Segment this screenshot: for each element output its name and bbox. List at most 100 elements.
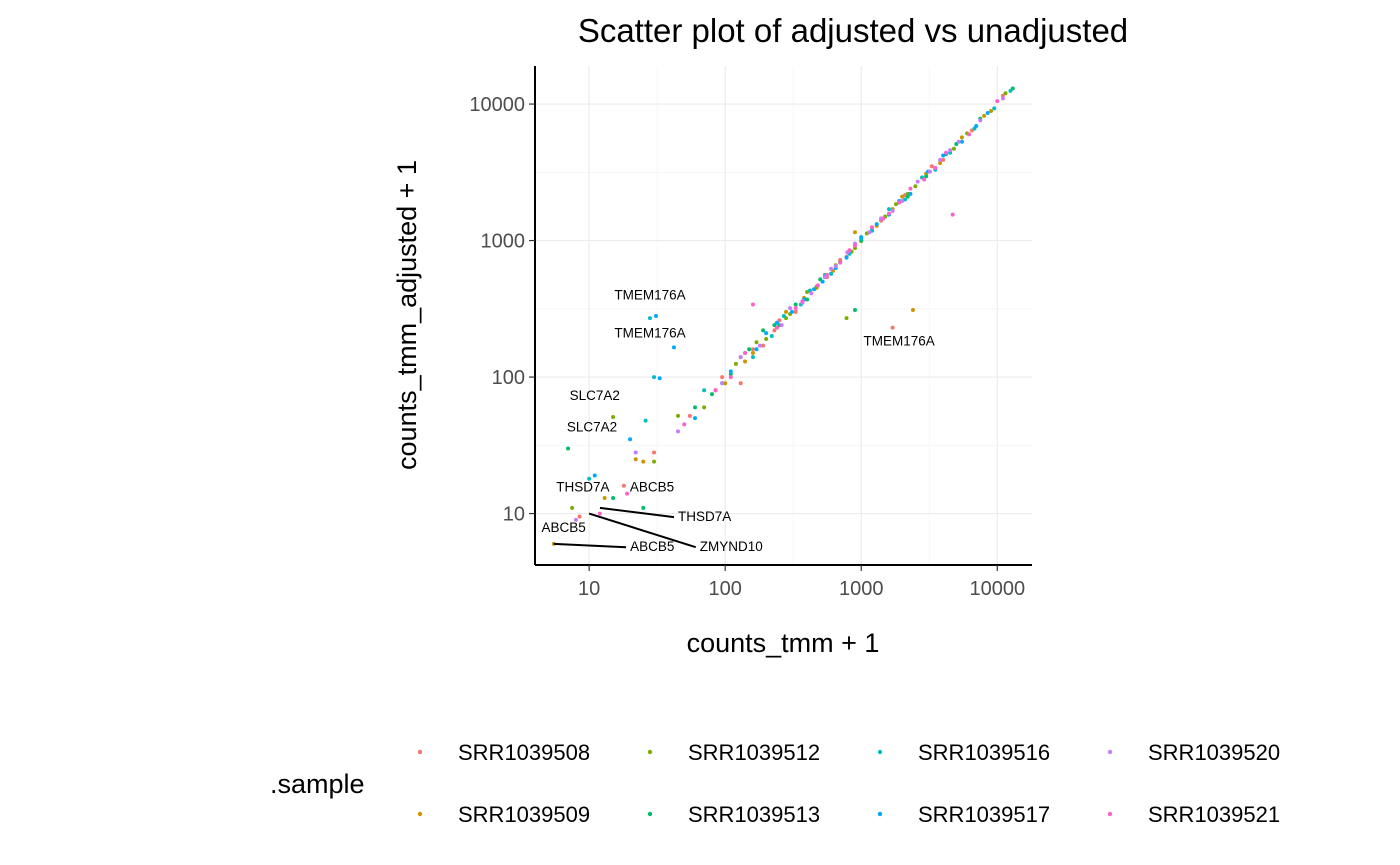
annotation-leader-line [588,512,697,549]
legend-key [877,811,883,817]
annotation-label: ABCB5 [630,480,674,495]
data-point [728,372,733,377]
data-point [754,340,759,345]
data-point [859,235,864,240]
data-point [867,230,872,235]
annotation-label: ABCB5 [542,520,586,535]
data-point [812,287,817,292]
axes [534,66,1032,566]
data-point [647,316,652,321]
data-point [621,483,626,488]
data-point [853,307,858,312]
data-point [728,369,733,374]
data-point [967,132,972,137]
data-point [897,200,902,205]
data-point [847,248,852,253]
data-point [747,347,752,352]
y-tick-label: 100 [492,367,525,389]
data-point [809,291,814,296]
data-point [784,309,789,314]
data-point [772,323,777,328]
data-point [693,416,698,421]
data-point [950,212,955,217]
annotation-leader-line [553,542,627,549]
annotation-label: ZMYND10 [700,539,763,554]
data-point [774,325,779,330]
legend-item: SRR1039509 [417,802,590,827]
data-point [738,381,743,386]
data-point [978,118,983,123]
data-point [948,148,953,153]
legend-label: SRR1039508 [458,740,590,765]
data-point [890,208,895,213]
data-point [764,331,769,336]
data-point [829,266,834,271]
annotation-label: SLC7A2 [570,388,620,403]
data-point [643,418,648,423]
data-point [743,351,748,356]
data-point [573,517,578,522]
legend-label: SRR1039520 [1148,740,1280,765]
legend-label: SRR1039516 [918,740,1050,765]
data-point [886,207,891,212]
legend-key [417,749,423,755]
series-SRR1039516 [587,88,1013,481]
legend-key [647,811,653,817]
data-point [641,505,646,510]
data-point [800,299,805,304]
legend-key [647,749,653,755]
data-point [793,302,798,307]
data-point [709,392,714,397]
legend-item: SRR1039517 [877,802,1050,827]
data-point [738,355,743,360]
annotation-label: TMEM176A [614,288,685,303]
data-point [900,198,905,203]
x-tick-label: 100 [708,578,741,600]
data-point [761,328,766,333]
data-point [793,306,798,311]
series-SRR1039521 [597,99,1000,516]
data-point [982,113,987,118]
data-point [989,108,994,113]
legend-key [1107,749,1113,755]
data-point [720,375,725,380]
data-point [779,323,784,328]
annotation-label: ABCB5 [630,539,674,554]
legend-key [417,811,423,817]
data-point [893,202,898,207]
data-point [910,307,915,312]
x-tick-label: 1000 [839,578,884,600]
series-SRR1039520 [573,96,1005,522]
data-point [1003,91,1008,96]
data-point [566,446,571,451]
data-point [597,511,602,516]
data-point [676,429,681,434]
annotation-label: THSD7A [678,509,731,524]
legend-label: SRR1039513 [688,802,820,827]
data-point [743,359,748,364]
y-axis-title: counts_tmm_adjusted + 1 [392,160,422,470]
data-point [652,459,657,464]
data-point [844,255,849,260]
data-point [833,264,838,269]
data-point [956,139,961,144]
annotation-leader-line [599,506,675,519]
series-SRR1039512 [570,91,1008,510]
data-point [733,361,738,366]
data-point [820,279,825,284]
data-point [657,376,662,381]
data-point [938,160,943,165]
y-tick-label: 10 [503,504,525,526]
data-point [652,375,657,380]
data-point [905,194,910,199]
data-point [944,150,949,155]
legend-item: SRR1039508 [417,740,590,765]
data-point [633,457,638,462]
data-point [815,283,820,288]
data-points [551,86,1015,546]
x-tick-label: 10000 [969,578,1025,600]
data-point [941,157,946,162]
data-point [938,157,943,162]
legend-item: SRR1039521 [1107,802,1280,827]
data-point [853,230,858,235]
